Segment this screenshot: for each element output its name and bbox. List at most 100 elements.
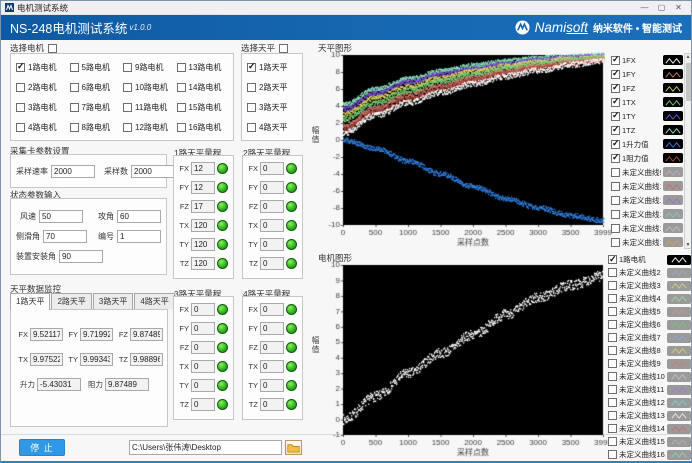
legend-item[interactable]: 未定义曲线3	[608, 279, 691, 292]
checkbox-checked-icon[interactable]	[611, 96, 620, 107]
legend-item[interactable]: 未定义曲线14	[608, 422, 691, 435]
monitor-field-value[interactable]	[37, 378, 81, 391]
tab-2路天平[interactable]: 2路天平	[51, 293, 92, 309]
legend-scrollbar[interactable]: ▲ ▼	[684, 53, 691, 249]
legend-item[interactable]: 未定义曲线9	[611, 165, 683, 179]
checkbox-icon[interactable]	[608, 346, 617, 355]
checkbox-icon[interactable]	[611, 181, 620, 191]
motor-checkbox-item[interactable]: 2路电机	[16, 82, 68, 93]
motor-checkbox-item[interactable]: 9路电机	[123, 62, 175, 73]
checkbox-icon[interactable]	[608, 450, 617, 459]
tab-4路天平[interactable]: 4路天平	[134, 293, 175, 309]
legend-item[interactable]: 未定义曲线9	[608, 357, 691, 370]
checkbox-icon[interactable]	[16, 122, 25, 132]
legend-item[interactable]: 未定义曲线12	[611, 207, 683, 221]
scroll-down-icon[interactable]: ▼	[685, 242, 691, 248]
checkbox-icon[interactable]	[69, 62, 79, 72]
monitor-field-value[interactable]	[130, 353, 163, 366]
checkbox-icon[interactable]	[69, 122, 79, 132]
checkbox-checked-icon[interactable]	[608, 254, 617, 265]
legend-item[interactable]: 未定义曲线10	[608, 370, 691, 383]
range-field-input[interactable]	[260, 360, 284, 373]
legend-item[interactable]: 未定义曲线6	[608, 318, 691, 331]
legend-item[interactable]: 未定义曲线14	[611, 235, 683, 249]
range-field-input[interactable]	[260, 341, 284, 354]
range-field-input[interactable]	[191, 341, 215, 354]
checkbox-icon[interactable]	[608, 268, 617, 277]
range-field-input[interactable]	[191, 379, 215, 392]
legend-item[interactable]: 未定义曲线5	[608, 305, 691, 318]
range-field-input[interactable]	[260, 200, 284, 213]
range-field-input[interactable]	[191, 303, 215, 316]
range-field-input[interactable]	[260, 162, 284, 175]
checkbox-icon[interactable]	[608, 424, 617, 433]
legend-item[interactable]: 未定义曲线13	[611, 221, 683, 235]
checkbox-checked-icon[interactable]	[611, 124, 620, 135]
save-path-input[interactable]	[129, 440, 282, 455]
balance-select-all-checkbox[interactable]	[279, 43, 289, 53]
minimize-button[interactable]: —	[640, 3, 649, 12]
status-param-input[interactable]	[59, 250, 103, 263]
status-param-input[interactable]	[117, 230, 161, 243]
checkbox-icon[interactable]	[69, 102, 79, 112]
range-field-input[interactable]	[260, 181, 284, 194]
checkbox-icon[interactable]	[176, 62, 186, 72]
motor-checkbox-item[interactable]: 7路电机	[69, 102, 122, 113]
checkbox-icon[interactable]	[611, 195, 620, 205]
balance-checkbox-item[interactable]: 2路天平	[247, 82, 297, 93]
stop-button[interactable]: 停 止	[19, 439, 65, 456]
checkbox-icon[interactable]	[176, 102, 186, 112]
legend-item[interactable]: 未定义曲线8	[608, 344, 691, 357]
checkbox-icon[interactable]	[611, 223, 620, 233]
maximize-button[interactable]: ▢	[657, 3, 666, 12]
status-param-input[interactable]	[43, 230, 87, 243]
motor-checkbox-item[interactable]: 3路电机	[16, 102, 68, 113]
motor-checkbox-item[interactable]: 10路电机	[123, 82, 175, 93]
motor-checkbox-item[interactable]: 5路电机	[69, 62, 122, 73]
legend-item[interactable]: 1路电机	[608, 253, 691, 266]
motor-checkbox-item[interactable]: 6路电机	[69, 82, 122, 93]
motor-checkbox-item[interactable]: 14路电机	[176, 82, 229, 93]
checkbox-checked-icon[interactable]	[611, 152, 620, 163]
checkbox-icon[interactable]	[247, 122, 256, 132]
tab-3路天平[interactable]: 3路天平	[92, 293, 134, 309]
checkbox-icon[interactable]	[608, 385, 617, 394]
range-field-input[interactable]	[260, 322, 284, 335]
legend-item[interactable]: 1升力值	[611, 137, 683, 151]
legend-item[interactable]: 未定义曲线2	[608, 266, 691, 279]
monitor-field-value[interactable]	[105, 378, 149, 391]
checkbox-icon[interactable]	[123, 102, 132, 112]
legend-item[interactable]: 1TX	[611, 95, 683, 109]
balance-checkbox-item[interactable]: 1路天平	[247, 61, 297, 73]
scroll-up-icon[interactable]: ▲	[685, 54, 691, 60]
checkbox-icon[interactable]	[608, 281, 617, 290]
checkbox-icon[interactable]	[247, 82, 256, 92]
balance-checkbox-item[interactable]: 3路天平	[247, 102, 297, 113]
checkbox-icon[interactable]	[247, 102, 256, 112]
range-field-input[interactable]	[260, 379, 284, 392]
range-field-input[interactable]	[260, 398, 284, 411]
daq-field-input[interactable]	[131, 164, 175, 178]
checkbox-checked-icon[interactable]	[611, 82, 620, 93]
checkbox-icon[interactable]	[69, 82, 79, 92]
legend-item[interactable]: 未定义曲线4	[608, 292, 691, 305]
range-field-input[interactable]	[260, 219, 284, 232]
monitor-field-value[interactable]	[80, 328, 113, 341]
legend-item[interactable]: 未定义曲线15	[608, 435, 691, 448]
legend-item[interactable]: 1TY	[611, 109, 683, 123]
checkbox-checked-icon[interactable]	[611, 54, 620, 65]
range-field-input[interactable]	[191, 238, 215, 251]
legend-item[interactable]: 未定义曲线7	[608, 331, 691, 344]
monitor-field-value[interactable]	[80, 353, 113, 366]
checkbox-icon[interactable]	[608, 372, 617, 381]
legend-item[interactable]: 1TZ	[611, 123, 683, 137]
checkbox-icon[interactable]	[608, 398, 617, 407]
checkbox-icon[interactable]	[608, 320, 617, 329]
legend-item[interactable]: 未定义曲线16	[608, 448, 691, 461]
motor-checkbox-item[interactable]: 15路电机	[176, 102, 229, 113]
tab-1路天平[interactable]: 1路天平	[10, 293, 51, 310]
checkbox-icon[interactable]	[123, 62, 132, 72]
checkbox-icon[interactable]	[608, 294, 617, 303]
legend-item[interactable]: 1阻力值	[611, 151, 683, 165]
checkbox-icon[interactable]	[611, 167, 620, 177]
